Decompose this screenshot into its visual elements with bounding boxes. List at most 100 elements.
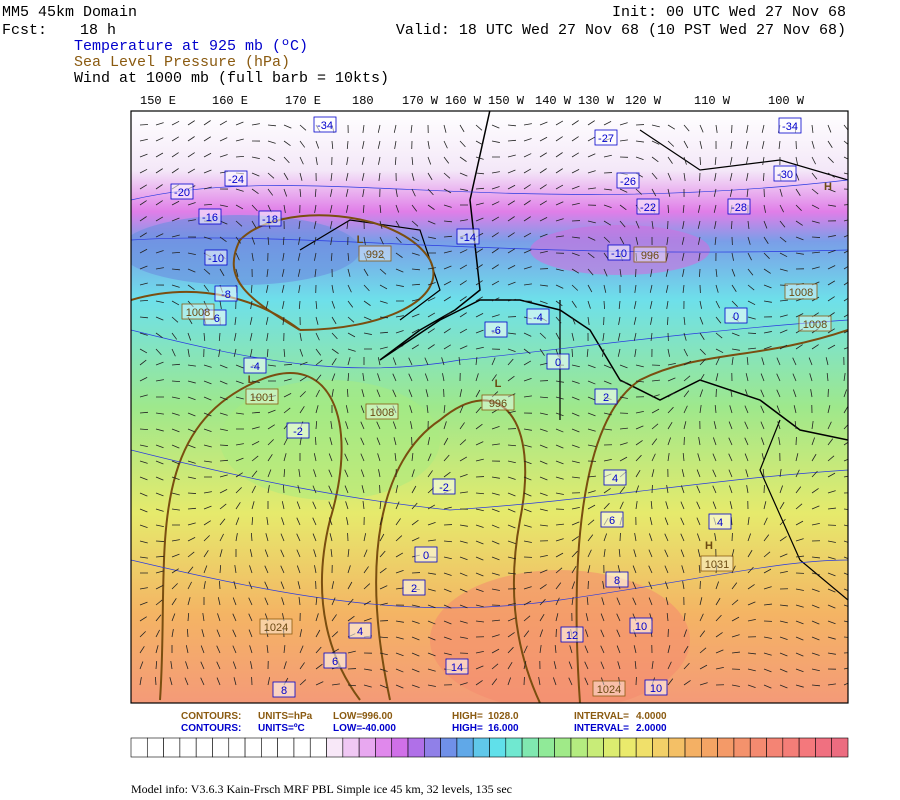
- barb: [459, 405, 464, 414]
- barb: [811, 636, 820, 641]
- barb: [283, 348, 286, 358]
- barb: [266, 332, 269, 341]
- temperature-label: -24: [228, 174, 244, 186]
- barb: [443, 604, 452, 609]
- barb: [171, 598, 177, 606]
- barb: [811, 251, 820, 254]
- barb: [392, 373, 397, 382]
- barb: [666, 236, 669, 245]
- barb: [298, 236, 301, 245]
- barb: [283, 645, 286, 654]
- barb: [475, 280, 483, 286]
- barb: [187, 136, 195, 142]
- barb: [347, 549, 350, 558]
- barb: [283, 172, 289, 181]
- barb: [459, 620, 468, 624]
- barb: [248, 581, 253, 590]
- barb: [459, 491, 468, 494]
- pressure-label-box: [798, 315, 832, 332]
- longitude-label: 160 W: [445, 94, 482, 108]
- barb: [603, 284, 607, 293]
- barb: [219, 137, 228, 142]
- barb: [795, 344, 803, 350]
- barb: [475, 441, 484, 446]
- barb: [394, 156, 397, 166]
- barb: [155, 476, 164, 481]
- barb: [539, 348, 545, 356]
- barb: [729, 501, 733, 510]
- longitude-label: 110 W: [694, 94, 731, 108]
- barb: [843, 389, 848, 398]
- barb: [411, 620, 420, 624]
- barb: [155, 412, 164, 415]
- barb: [635, 454, 642, 462]
- barb: [363, 618, 372, 622]
- barb: [392, 357, 397, 366]
- barb: [555, 492, 564, 495]
- barb: [171, 444, 180, 449]
- barb: [616, 613, 621, 622]
- barb: [792, 373, 797, 382]
- temperature-label-box: [773, 165, 797, 182]
- temperature-label-box: [414, 546, 438, 563]
- barb: [795, 172, 800, 181]
- temperature-label: -10: [208, 253, 224, 265]
- colorbar-cell: [440, 737, 458, 758]
- barb: [763, 568, 772, 574]
- barb: [731, 357, 734, 366]
- barb: [697, 220, 701, 229]
- barb: [539, 613, 545, 622]
- pressure-center: H: [705, 540, 713, 552]
- barb: [507, 139, 517, 142]
- barb: [555, 300, 563, 307]
- temperature-label-box: [432, 478, 456, 495]
- barb: [315, 332, 320, 341]
- barb: [712, 453, 717, 462]
- barb: [379, 331, 389, 334]
- barb: [811, 522, 820, 526]
- barb: [411, 604, 420, 608]
- barb: [427, 684, 436, 687]
- barb: [201, 629, 205, 638]
- barb: [235, 138, 244, 142]
- barb: [587, 170, 596, 174]
- barb: [776, 357, 781, 366]
- barb: [187, 612, 190, 622]
- barb: [187, 566, 194, 574]
- barb: [635, 501, 638, 510]
- barb: [763, 517, 768, 526]
- contour-info: UNITS=ºC: [258, 723, 305, 734]
- temperature-label: -2: [439, 482, 449, 494]
- barb: [202, 613, 205, 622]
- barb: [171, 152, 179, 158]
- contour-info: 4.0000: [636, 711, 667, 722]
- barb: [682, 453, 685, 462]
- barb: [667, 348, 670, 357]
- barb: [347, 684, 357, 687]
- barb: [571, 236, 580, 239]
- barb: [603, 502, 610, 510]
- barb: [427, 297, 436, 302]
- barb: [248, 597, 253, 606]
- barb: [187, 202, 196, 206]
- pressure-label-box: [358, 245, 392, 262]
- barb: [568, 661, 573, 670]
- barb: [171, 348, 176, 357]
- barb: [475, 588, 484, 592]
- barb: [281, 597, 285, 606]
- barb: [744, 421, 749, 430]
- barb: [714, 533, 717, 542]
- barb: [139, 216, 147, 222]
- barb: [171, 363, 181, 366]
- barb: [155, 361, 164, 366]
- barb: [249, 316, 253, 325]
- temperature-label-box: [727, 198, 751, 215]
- barb: [427, 504, 436, 510]
- barb: [344, 437, 349, 446]
- barb: [603, 533, 608, 542]
- barb: [395, 188, 398, 197]
- barb: [315, 663, 323, 670]
- barb: [155, 570, 164, 574]
- barb: [267, 469, 272, 478]
- barb: [331, 373, 336, 382]
